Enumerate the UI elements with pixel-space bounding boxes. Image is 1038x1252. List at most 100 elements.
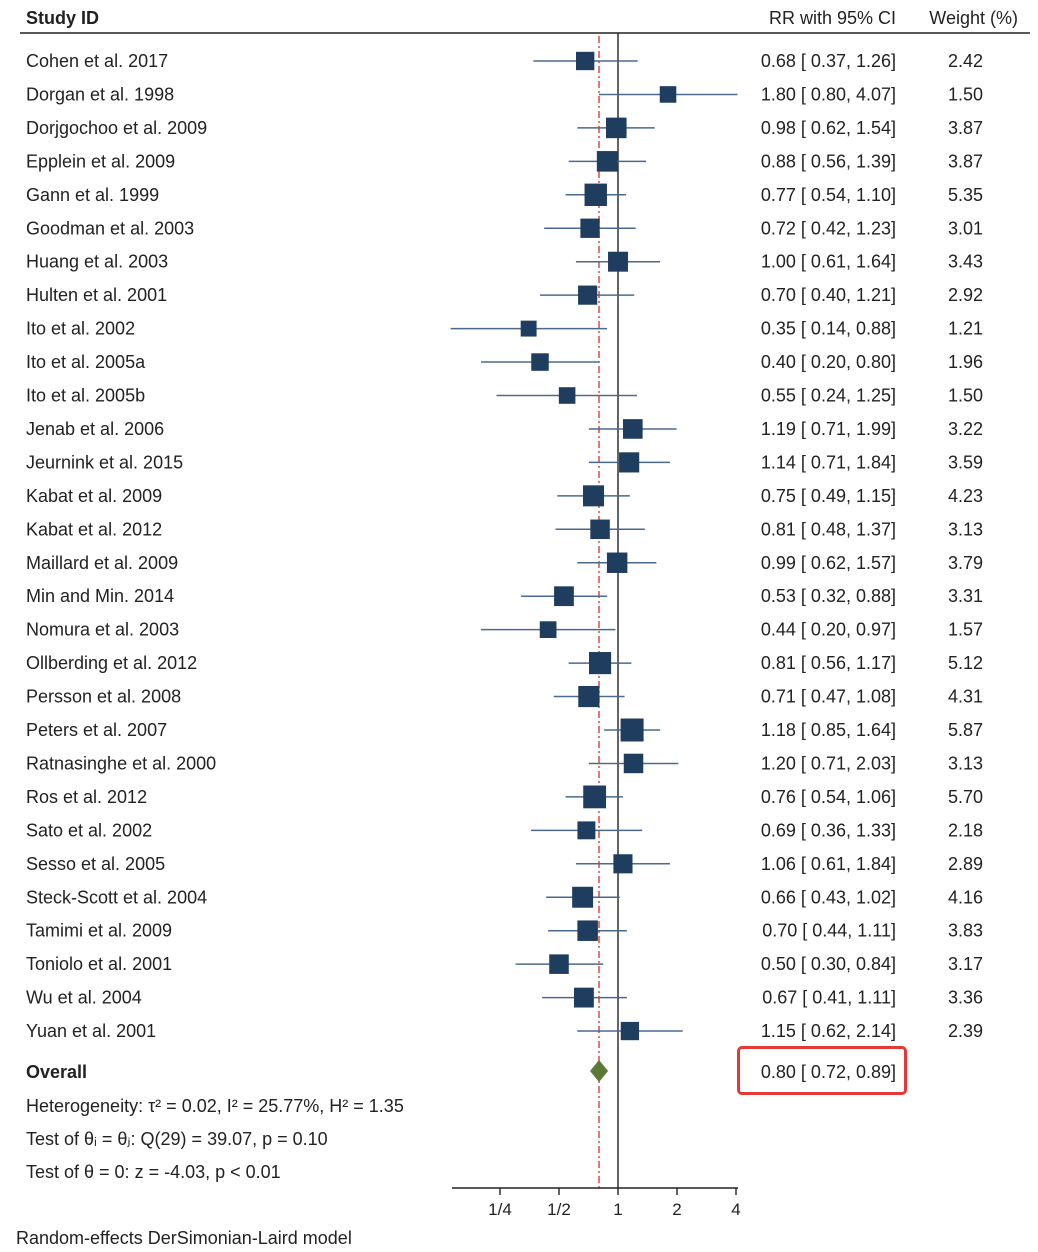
study-label: Kabat et al. 2009 — [26, 486, 162, 506]
study-effect-ci: 0.35 [ 0.14, 0.88] — [761, 319, 896, 339]
study-weight: 2.42 — [948, 51, 983, 71]
study-weight: 1.50 — [948, 386, 983, 406]
study-label: Jeurnink et al. 2015 — [26, 452, 183, 472]
study-id-header: Study ID — [26, 8, 99, 28]
study-weight: 4.23 — [948, 486, 983, 506]
study-label: Epplein et al. 2009 — [26, 151, 175, 171]
overall-diamond — [590, 1060, 609, 1083]
study-point-estimate — [577, 920, 598, 941]
study-effect-ci: 1.19 [ 0.71, 1.99] — [761, 419, 896, 439]
study-point-estimate — [558, 387, 576, 404]
heterogeneity-stat: Test of θ = 0: z = -4.03, p < 0.01 — [26, 1162, 281, 1182]
overall-effect-ci: 0.80 [ 0.72, 0.89] — [761, 1062, 896, 1082]
study-point-estimate — [583, 785, 607, 809]
study-point-estimate — [613, 854, 633, 874]
study-point-estimate — [606, 117, 627, 139]
study-effect-ci: 0.66 [ 0.43, 1.02] — [761, 887, 896, 907]
study-effect-ci: 0.53 [ 0.32, 0.88] — [761, 586, 896, 606]
study-label: Persson et al. 2008 — [26, 687, 181, 707]
study-weight: 3.01 — [948, 218, 983, 238]
study-weight: 5.70 — [948, 787, 983, 807]
x-tick-label: 2 — [672, 1200, 681, 1219]
study-effect-ci: 0.67 [ 0.41, 1.11] — [762, 988, 896, 1008]
study-weight: 3.83 — [948, 921, 983, 941]
study-weight: 3.36 — [948, 988, 983, 1008]
x-tick-label: 1/4 — [488, 1200, 512, 1219]
study-weight: 2.89 — [948, 854, 983, 874]
study-label: Cohen et al. 2017 — [26, 51, 168, 71]
study-label: Ito et al. 2002 — [26, 319, 135, 339]
study-label: Yuan et al. 2001 — [26, 1021, 156, 1041]
study-weight: 2.18 — [948, 820, 983, 840]
heterogeneity-stat: Test of θᵢ = θⱼ: Q(29) = 39.07, p = 0.10 — [26, 1129, 328, 1149]
study-effect-ci: 0.98 [ 0.62, 1.54] — [761, 118, 896, 138]
study-effect-ci: 0.69 [ 0.36, 1.33] — [761, 820, 896, 840]
study-weight: 5.35 — [948, 185, 983, 205]
study-label: Wu et al. 2004 — [26, 988, 142, 1008]
study-label: Steck-Scott et al. 2004 — [26, 887, 207, 907]
study-label: Dorgan et al. 1998 — [26, 84, 174, 104]
study-point-estimate — [554, 586, 574, 607]
study-label: Nomura et al. 2003 — [26, 620, 179, 640]
study-effect-ci: 0.71 [ 0.47, 1.08] — [761, 687, 896, 707]
study-effect-ci: 0.72 [ 0.42, 1.23] — [761, 218, 896, 238]
study-effect-ci: 0.88 [ 0.56, 1.39] — [761, 151, 896, 171]
study-effect-ci: 1.15 [ 0.62, 2.14] — [761, 1021, 896, 1041]
study-point-estimate — [590, 519, 610, 540]
study-point-estimate — [623, 753, 644, 774]
study-effect-ci: 0.40 [ 0.20, 0.80] — [761, 352, 896, 372]
study-label: Ollberding et al. 2012 — [26, 653, 197, 673]
study-weight: 3.87 — [948, 118, 983, 138]
study-weight: 4.16 — [948, 887, 983, 907]
study-point-estimate — [582, 485, 605, 507]
study-point-estimate — [588, 652, 612, 675]
x-tick-label: 4 — [731, 1200, 740, 1219]
study-effect-ci: 1.80 [ 0.80, 4.07] — [761, 84, 896, 104]
study-point-estimate — [578, 285, 598, 305]
study-point-estimate — [539, 621, 557, 639]
study-effect-ci: 0.55 [ 0.24, 1.25] — [761, 386, 896, 406]
study-label: Gann et al. 1999 — [26, 185, 159, 205]
study-point-estimate — [606, 552, 628, 573]
study-effect-ci: 0.44 [ 0.20, 0.97] — [761, 620, 896, 640]
study-weight: 3.17 — [948, 954, 983, 974]
study-label: Huang et al. 2003 — [26, 252, 168, 272]
study-point-estimate — [572, 886, 594, 908]
study-point-estimate — [620, 718, 644, 742]
study-weight: 2.39 — [948, 1021, 983, 1041]
study-effect-ci: 1.20 [ 0.71, 2.03] — [761, 753, 896, 773]
study-weight: 2.92 — [948, 285, 983, 305]
study-effect-ci: 1.00 [ 0.61, 1.64] — [761, 252, 896, 272]
study-label: Kabat et al. 2012 — [26, 519, 162, 539]
study-label: Goodman et al. 2003 — [26, 218, 194, 238]
study-weight: 4.31 — [948, 687, 983, 707]
study-effect-ci: 0.70 [ 0.40, 1.21] — [761, 285, 896, 305]
study-weight: 3.43 — [948, 252, 983, 272]
overall-highlight-box — [737, 1046, 907, 1095]
model-footnote: Random-effects DerSimonian-Laird model — [16, 1228, 352, 1248]
study-point-estimate — [620, 1021, 640, 1041]
study-effect-ci: 0.50 [ 0.30, 0.84] — [761, 954, 896, 974]
study-effect-ci: 0.76 [ 0.54, 1.06] — [761, 787, 896, 807]
study-point-estimate — [580, 218, 600, 238]
study-label: Tamimi et al. 2009 — [26, 921, 172, 941]
study-weight: 3.87 — [948, 151, 983, 171]
study-weight: 1.57 — [948, 620, 983, 640]
study-effect-ci: 1.06 [ 0.61, 1.84] — [761, 854, 896, 874]
study-point-estimate — [608, 251, 628, 272]
study-weight: 1.50 — [948, 84, 983, 104]
study-label: Hulten et al. 2001 — [26, 285, 167, 305]
study-label: Ratnasinghe et al. 2000 — [26, 753, 216, 773]
study-point-estimate — [520, 320, 537, 337]
overall-label: Overall — [26, 1062, 87, 1082]
effect-header: RR with 95% CI — [769, 8, 896, 28]
study-effect-ci: 0.77 [ 0.54, 1.10] — [761, 185, 896, 205]
study-point-estimate — [577, 821, 596, 840]
study-point-estimate — [619, 452, 640, 473]
study-point-estimate — [584, 183, 607, 207]
study-effect-ci: 1.14 [ 0.71, 1.84] — [761, 452, 896, 472]
study-weight: 3.59 — [948, 452, 983, 472]
study-effect-ci: 0.81 [ 0.56, 1.17] — [761, 653, 896, 673]
study-weight: 3.13 — [948, 519, 983, 539]
